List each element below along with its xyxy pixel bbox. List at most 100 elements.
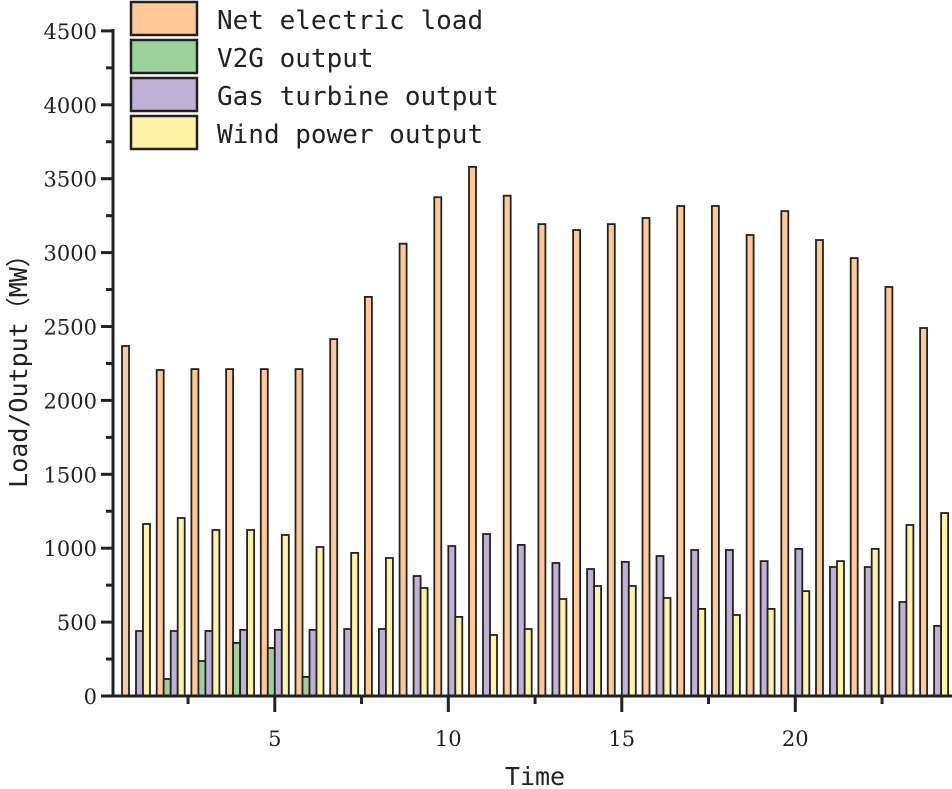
y-tick-label: 3500: [44, 168, 97, 192]
legend-swatch: [129, 114, 199, 151]
legend-item: Gas turbine output: [129, 76, 499, 113]
bar-gas-turbine-output: [690, 549, 700, 697]
bar-net-electric-load: [641, 217, 651, 697]
bar-group-t23: [884, 286, 915, 697]
bar-net-electric-load: [468, 165, 477, 697]
bar-group-t3: [190, 368, 221, 697]
bar-gas-turbine-output: [239, 629, 249, 697]
bar-wind-power-output: [801, 590, 811, 697]
bar-net-electric-load: [745, 234, 755, 697]
bar-wind-power-output: [176, 517, 186, 697]
bar-wind-power-output: [350, 552, 360, 697]
y-tick-label: 3000: [44, 242, 97, 266]
bar-wind-power-output: [766, 608, 776, 697]
bar-net-electric-load: [711, 205, 720, 697]
x-tick-label: 15: [608, 727, 635, 751]
bar-wind-power-output: [315, 546, 325, 697]
bar-gas-turbine-output: [759, 560, 769, 697]
y-tick-label: 1500: [44, 463, 97, 487]
bar-gas-turbine-output: [135, 630, 144, 697]
bar-net-electric-load: [884, 286, 894, 697]
y-tick-label: 1000: [44, 537, 97, 561]
bar-group-t12: [502, 194, 533, 697]
bar-group-t2: [155, 369, 186, 697]
bar-gas-turbine-output: [620, 561, 630, 697]
bar-v2g-output: [301, 676, 311, 697]
bar-group-t5: [259, 368, 290, 697]
bar-v2g-output: [232, 642, 242, 697]
bar-gas-turbine-output: [829, 566, 838, 697]
legend-item: V2G output: [129, 38, 374, 75]
bar-net-electric-load: [398, 242, 408, 697]
bar-net-electric-load: [363, 295, 373, 697]
bar-group-t22: [849, 257, 880, 697]
bar-net-electric-load: [780, 210, 790, 697]
bar-net-electric-load: [815, 239, 824, 697]
bar-gas-turbine-output: [412, 575, 422, 697]
bar-group-t13: [537, 223, 568, 697]
bar-wind-power-output: [419, 587, 429, 697]
bar-group-t16: [641, 217, 672, 697]
bar-gas-turbine-output: [482, 533, 491, 697]
bar-gas-turbine-output: [169, 630, 179, 697]
bar-gas-turbine-output: [655, 555, 665, 697]
bar-v2g-output: [266, 647, 276, 697]
legend-item: Wind power output: [129, 114, 483, 151]
x-axis-title: Time: [505, 762, 565, 789]
legend-swatch: [129, 0, 199, 37]
bar-net-electric-load: [537, 223, 547, 697]
bar-group-t1: [121, 345, 151, 697]
x-tick-label: 5: [268, 727, 281, 751]
bar-group-t21: [815, 239, 845, 697]
bar-group-t20: [780, 210, 811, 697]
legend-label: Wind power output: [217, 120, 483, 150]
bar-gas-turbine-output: [898, 601, 908, 697]
legend-item: Net electric load: [129, 0, 483, 37]
bar-group-t14: [572, 229, 602, 697]
x-tick-label: 10: [435, 727, 462, 751]
y-tick-label: 4500: [44, 20, 97, 44]
bar-net-electric-load: [155, 369, 165, 697]
bar-gas-turbine-output: [586, 568, 595, 697]
bar-wind-power-output: [732, 614, 741, 697]
bar-group-t18: [711, 205, 741, 697]
bar-wind-power-output: [246, 529, 256, 697]
bar-wind-power-output: [280, 534, 290, 697]
bar-net-electric-load: [919, 327, 928, 697]
bar-wind-power-output: [384, 557, 394, 697]
y-axis-ticks: 0 500 1000 1500 2000 2500 3000 3500 4000 4500: [44, 20, 113, 709]
bar-group-t9: [398, 242, 429, 697]
legend: Net electric load V2G output Gas turbine o…: [129, 0, 499, 151]
legend-swatch: [129, 76, 199, 113]
bar-group-t6: [294, 368, 325, 697]
bar-net-electric-load: [190, 368, 200, 697]
legend-label: V2G output: [217, 44, 374, 74]
bar-group-t11: [468, 165, 498, 697]
legend-label: Net electric load: [217, 6, 483, 36]
y-tick-label: 4000: [44, 94, 97, 118]
bar-wind-power-output: [454, 616, 464, 697]
bar-net-electric-load: [329, 338, 339, 697]
bar-wind-power-output: [489, 634, 498, 697]
bar-v2g-output: [162, 678, 172, 697]
x-tick-label: 20: [782, 727, 809, 751]
bar-net-electric-load: [606, 223, 616, 697]
bar-gas-turbine-output: [794, 548, 804, 697]
bar-group-t19: [745, 234, 776, 697]
bar-net-electric-load: [849, 257, 859, 697]
bar-wind-power-output: [593, 585, 602, 697]
bar-gas-turbine-output: [204, 630, 214, 697]
y-tick-label: 2000: [44, 389, 97, 413]
bar-net-electric-load: [225, 368, 235, 697]
y-tick-label: 500: [57, 611, 97, 635]
bar-series-group: [121, 165, 949, 697]
bar-wind-power-output: [627, 585, 637, 697]
legend-label: Gas turbine output: [217, 82, 499, 112]
bar-net-electric-load: [294, 368, 304, 697]
bar-gas-turbine-output: [933, 625, 942, 697]
legend-swatch: [129, 38, 199, 75]
bar-wind-power-output: [211, 529, 221, 697]
bar-gas-turbine-output: [308, 629, 318, 697]
bar-gas-turbine-output: [725, 549, 734, 697]
